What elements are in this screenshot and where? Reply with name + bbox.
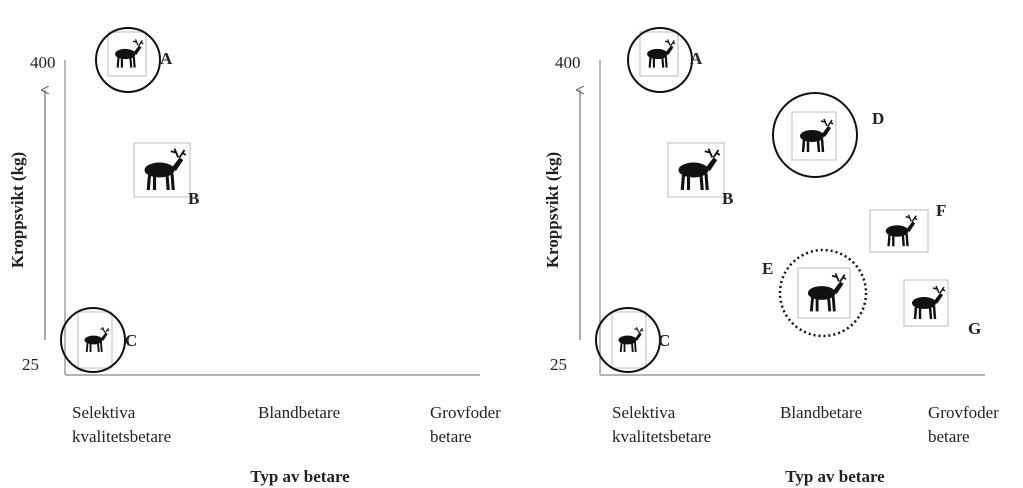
animal-letter: C	[125, 331, 137, 350]
y-tick-label: 400	[555, 53, 581, 72]
highlight-circle	[772, 92, 858, 178]
highlight-circle	[95, 27, 161, 93]
category-label: Selektiva	[612, 403, 676, 422]
category-label: kvalitetsbetare	[612, 427, 711, 446]
animal-letter: E	[762, 259, 773, 278]
category-label: Grovfoder	[430, 403, 501, 422]
category-label: kvalitetsbetare	[72, 427, 171, 446]
panel: 400 25 Kroppsvikt (kg) Selektiva kvalitetsbe…	[543, 27, 999, 486]
category-label: Selektiva	[72, 403, 136, 422]
animal-letter: C	[658, 331, 670, 350]
icon-frame	[611, 311, 647, 369]
category-label: Grovfoder	[928, 403, 999, 422]
animal-letter: B	[188, 189, 199, 208]
highlight-circle	[778, 248, 868, 338]
category-label: betare	[928, 427, 970, 446]
animal-letter: F	[936, 201, 946, 220]
animal-letter: G	[968, 319, 981, 338]
x-axis-label: Typ av betare	[785, 467, 885, 486]
animal-letter: A	[690, 49, 703, 68]
category-label: Blandbetare	[258, 403, 340, 422]
panel: 400 25 Kroppsvikt (kg) Selektiva kvalitetsbe…	[8, 27, 501, 486]
category-label: Blandbetare	[780, 403, 862, 422]
y-axis-label: Kroppsvikt (kg)	[543, 152, 562, 268]
y-tick-label: 25	[22, 355, 39, 374]
animal-letter: D	[872, 109, 884, 128]
y-tick-label: 400	[30, 53, 56, 72]
highlight-circle	[60, 307, 126, 373]
x-axis-label: Typ av betare	[250, 467, 350, 486]
animal-letter: B	[722, 189, 733, 208]
animal-letter: A	[160, 49, 173, 68]
category-label: betare	[430, 427, 472, 446]
y-axis-label: Kroppsvikt (kg)	[8, 152, 27, 268]
highlight-circle	[595, 307, 661, 373]
y-tick-label: 25	[550, 355, 567, 374]
highlight-circle	[627, 27, 693, 93]
